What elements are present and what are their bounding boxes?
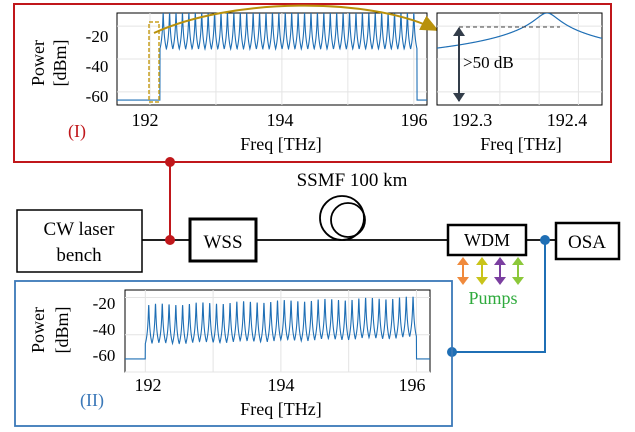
- pump-arrow-green: [512, 257, 524, 285]
- panel-top-frame: [13, 3, 612, 163]
- panel-top-zoom-chart: >50 dB 192.3 192.4 Freq [THz]: [436, 12, 603, 154]
- cw-laser-box: [16, 209, 143, 273]
- panel-top-ylabel-unit: [dBm]: [50, 40, 70, 87]
- panel-bottom-ytick-3: -60: [93, 346, 116, 365]
- zoom-selection-box: [148, 21, 160, 103]
- panel-top-zoom-xtick-2: 192.4: [547, 110, 588, 130]
- pumps-label: Pumps: [468, 288, 517, 308]
- wdm-label: WDM: [464, 230, 510, 250]
- panel-bottom-xtick-192: 192: [135, 375, 162, 395]
- tap-dot-red-bottom: [165, 235, 175, 245]
- pump-arrow-orange: [457, 257, 469, 285]
- zoom-arrow: [153, 4, 439, 34]
- cw-laser-label-line2: bench: [56, 245, 102, 266]
- panel-top-main-trace: [117, 13, 427, 101]
- panel-top-zoom-grid: [437, 13, 602, 105]
- panel-bottom-ylabel-unit: [dBm]: [52, 307, 72, 354]
- panel-bottom-xtick-194: 194: [268, 375, 295, 395]
- panel-top-tag: (I): [68, 121, 86, 142]
- panel-bottom-tag: (II): [80, 390, 104, 411]
- panel-top-ytick-2: -40: [86, 57, 109, 76]
- wss-label: WSS: [203, 232, 242, 253]
- osa-label: OSA: [568, 232, 606, 253]
- panel-top-zoom-xtick-1: 192.3: [452, 110, 493, 130]
- panel-bottom-frame: [14, 280, 453, 427]
- panel-top-xtick-194: 194: [267, 110, 294, 130]
- extinction-label: >50 dB: [463, 53, 514, 72]
- pump-arrow-purple: [494, 257, 506, 285]
- cw-laser-label-line1: CW laser: [44, 219, 116, 240]
- fiber-label: SSMF 100 km: [297, 170, 408, 191]
- tap-line-blue: [452, 240, 546, 353]
- panel-top-xlabel: Freq [THz]: [240, 134, 321, 154]
- panel-top-xtick-192: 192: [132, 110, 159, 130]
- panel-bottom-chart: -20 -40 -60 192 194 196 Freq [THz] Power…: [28, 289, 431, 419]
- panel-bottom-ytick-1: -20: [93, 294, 116, 313]
- pump-arrows: [457, 257, 524, 285]
- panel-bottom-xlabel: Freq [THz]: [240, 399, 321, 419]
- panel-bottom-ytick-2: -40: [93, 320, 116, 339]
- panel-bottom-grid: [125, 290, 430, 373]
- tap-dot-red-top: [165, 157, 175, 167]
- fiber-spool-icon: [319, 195, 366, 241]
- wdm-box: [446, 223, 528, 257]
- osa-box: [554, 221, 621, 261]
- panel-bottom-trace: [125, 296, 430, 360]
- panel-top-zoom-trace: [437, 13, 602, 49]
- panel-bottom-ylabel-power: Power: [28, 307, 48, 353]
- panel-bottom-xtick-196: 196: [399, 375, 426, 395]
- panel-top-xtick-196: 196: [401, 110, 428, 130]
- extinction-arrow-head-down: [453, 93, 465, 102]
- panel-top-ytick-3: -60: [86, 87, 109, 106]
- wss-box: [188, 217, 258, 263]
- panel-top-zoom-xlabel: Freq [THz]: [480, 134, 561, 154]
- tap-dot-blue-top: [540, 235, 550, 245]
- pump-arrow-yellow: [476, 257, 488, 285]
- panel-top-main-chart: -20 -40 -60 192 194 196 Freq [THz] Power…: [28, 12, 428, 154]
- panel-top-ylabel-power: Power: [28, 40, 48, 86]
- extinction-arrow-head-up: [453, 27, 465, 36]
- setup-diagram: CW laser bench WSS SSMF 100 km WDM: [16, 157, 621, 357]
- panel-top-ytick-1: -20: [86, 27, 109, 46]
